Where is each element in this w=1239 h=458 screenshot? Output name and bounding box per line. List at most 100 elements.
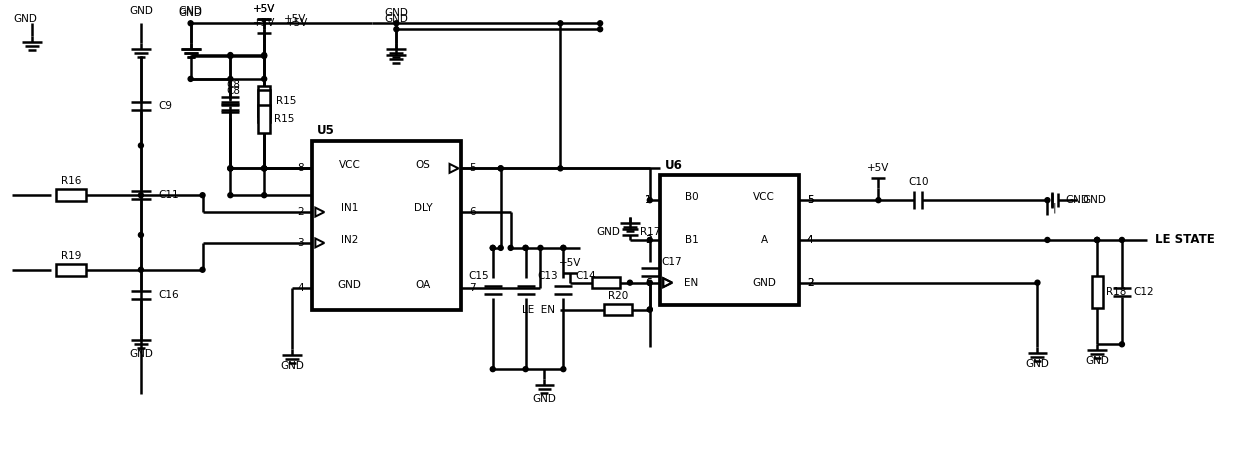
Text: IN1: IN1 [341, 203, 358, 213]
Text: 5: 5 [807, 195, 814, 205]
Text: C12: C12 [1134, 287, 1155, 297]
Text: GND: GND [533, 394, 556, 404]
Text: IN2: IN2 [341, 235, 358, 245]
Text: +5V: +5V [284, 14, 306, 24]
Circle shape [876, 198, 881, 202]
Text: R15: R15 [274, 114, 295, 124]
Bar [592, 277, 620, 288]
Circle shape [1044, 198, 1049, 202]
Text: R16: R16 [61, 176, 82, 186]
Text: GND: GND [129, 349, 152, 359]
Circle shape [647, 237, 652, 242]
Circle shape [508, 245, 513, 251]
Circle shape [139, 193, 144, 198]
Bar [659, 175, 799, 305]
Circle shape [1044, 237, 1049, 242]
Circle shape [1094, 237, 1099, 242]
Circle shape [523, 245, 528, 251]
Text: 3: 3 [646, 235, 652, 245]
Circle shape [199, 193, 204, 198]
Circle shape [228, 53, 233, 58]
Bar [312, 141, 461, 310]
Circle shape [647, 280, 652, 285]
Text: C14: C14 [575, 271, 596, 281]
Circle shape [228, 166, 233, 171]
Text: GND: GND [338, 280, 362, 289]
Text: GND: GND [178, 6, 202, 16]
Text: B0: B0 [685, 192, 699, 202]
Text: 3: 3 [297, 238, 304, 248]
Text: 6: 6 [646, 278, 652, 288]
Text: R17: R17 [639, 227, 660, 237]
Text: +5V: +5V [559, 258, 581, 268]
Circle shape [261, 166, 266, 171]
Bar [57, 264, 87, 276]
Text: C10: C10 [908, 177, 928, 187]
Circle shape [647, 307, 652, 312]
Circle shape [188, 21, 193, 26]
Text: C8: C8 [227, 80, 240, 90]
Text: GND: GND [129, 6, 152, 16]
Text: 6: 6 [468, 207, 476, 217]
Circle shape [199, 267, 204, 272]
Text: C11: C11 [159, 190, 180, 200]
Text: 8: 8 [297, 164, 304, 174]
Text: +5V: +5V [253, 4, 275, 14]
Text: R20: R20 [608, 290, 628, 300]
Text: LE  EN: LE EN [523, 305, 555, 315]
Circle shape [139, 267, 144, 272]
Circle shape [228, 193, 233, 198]
Circle shape [1094, 237, 1099, 242]
Text: 1: 1 [646, 195, 652, 205]
Text: R15: R15 [276, 96, 296, 106]
Circle shape [261, 166, 266, 171]
Circle shape [139, 143, 144, 148]
Circle shape [261, 166, 266, 171]
Circle shape [1120, 237, 1125, 242]
Text: C16: C16 [159, 289, 180, 300]
Circle shape [597, 27, 602, 32]
Circle shape [394, 27, 399, 32]
Circle shape [261, 76, 266, 82]
Circle shape [627, 280, 632, 285]
Circle shape [491, 367, 496, 371]
Text: R18: R18 [1106, 287, 1126, 297]
Text: GND: GND [1082, 195, 1106, 205]
Text: OA: OA [415, 280, 431, 289]
Text: +5V: +5V [867, 164, 890, 174]
Circle shape [523, 367, 528, 371]
Circle shape [491, 245, 496, 251]
Text: C17: C17 [662, 257, 683, 267]
Text: GND: GND [1066, 195, 1089, 205]
Bar [258, 105, 270, 132]
Text: +5V: +5V [286, 18, 309, 28]
Circle shape [561, 245, 566, 251]
Text: GND: GND [1085, 356, 1109, 366]
Text: GND: GND [178, 8, 202, 18]
Circle shape [647, 198, 652, 202]
Text: C13: C13 [538, 271, 558, 281]
Text: LE STATE: LE STATE [1155, 234, 1214, 246]
Circle shape [523, 245, 528, 251]
Text: 1: 1 [646, 195, 652, 205]
Text: B1: B1 [685, 235, 699, 245]
Circle shape [558, 21, 563, 26]
Text: 5: 5 [468, 164, 476, 174]
Text: A: A [761, 235, 768, 245]
Circle shape [1035, 280, 1040, 285]
Text: 7: 7 [468, 283, 476, 293]
Text: 3: 3 [646, 235, 652, 245]
Circle shape [228, 166, 233, 171]
Circle shape [1094, 237, 1099, 242]
Text: GND: GND [280, 361, 304, 371]
Circle shape [228, 76, 233, 82]
Text: 2: 2 [807, 278, 814, 288]
Circle shape [561, 367, 566, 371]
Text: C9: C9 [159, 101, 172, 111]
Text: GND: GND [596, 227, 620, 237]
Circle shape [228, 166, 233, 171]
Circle shape [188, 76, 193, 82]
Text: U5: U5 [317, 124, 335, 137]
Text: +5V: +5V [253, 18, 275, 28]
Bar [57, 189, 87, 201]
